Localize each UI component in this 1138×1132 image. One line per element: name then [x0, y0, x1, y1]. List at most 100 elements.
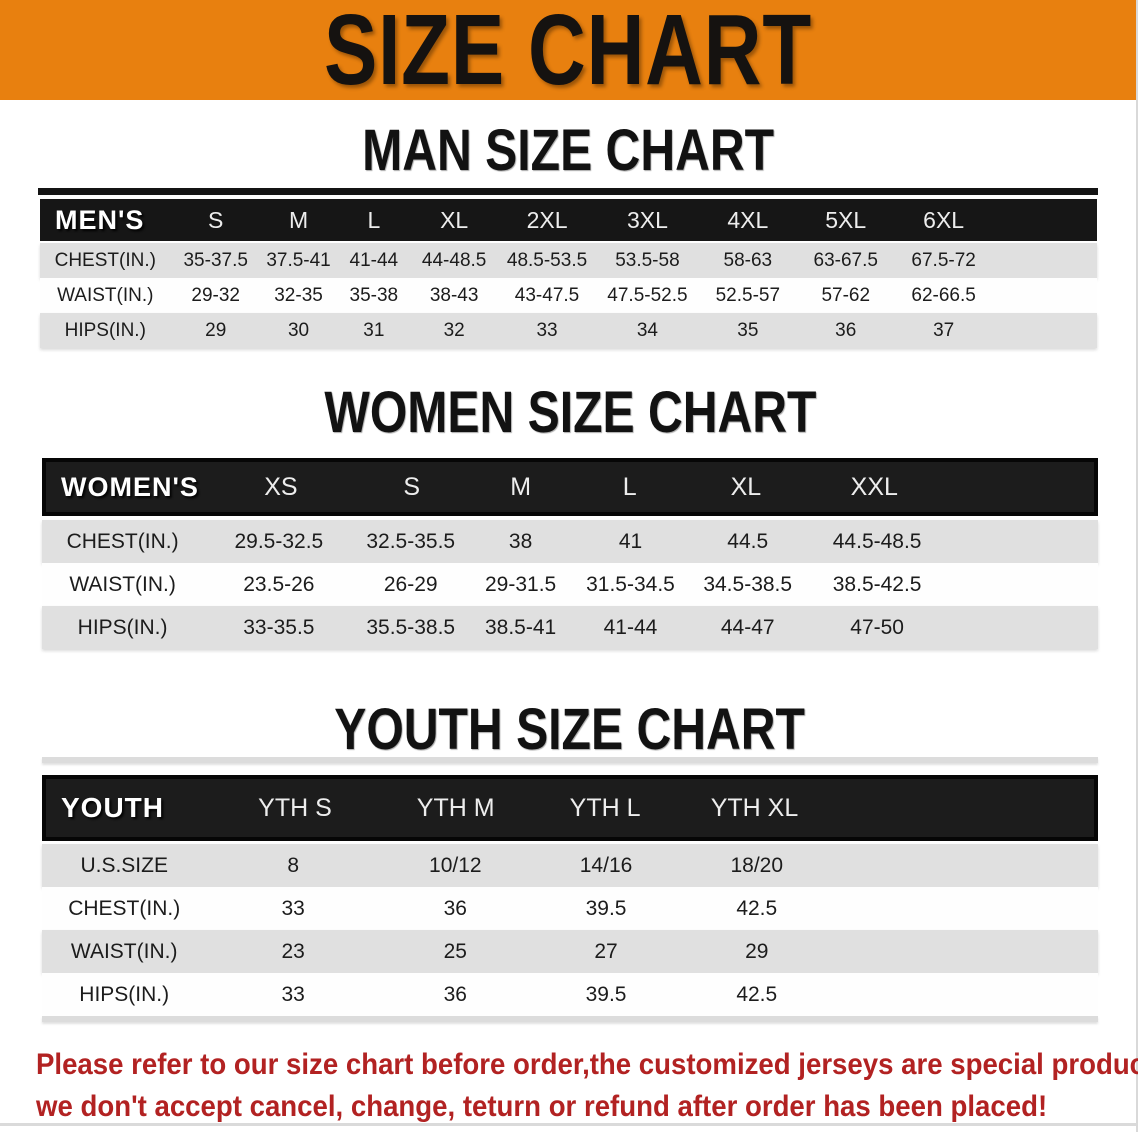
column-header: M [288, 206, 309, 233]
cell-value: 63-67.5 [813, 249, 878, 271]
cell-value: 23 [281, 939, 305, 963]
cell-value: 32.5-35.5 [366, 529, 456, 553]
man-section-title: MAN SIZE CHART [362, 118, 774, 183]
column-header: XS [264, 472, 298, 501]
cell-value: 41-44 [349, 249, 399, 271]
cell-value: 31 [363, 319, 385, 341]
column-header: XL [730, 472, 762, 501]
cell-value: 41 [618, 529, 643, 553]
cell-value: 36 [443, 982, 467, 1006]
table-row: HIPS(IN.) 33-35.5 35.5-38.5 38.5-41 41-44 44-… [42, 606, 1098, 649]
table-row: CHEST(IN.) 29.5-32.5 32.5-35.5 38 41 44.5 44.5… [42, 520, 1098, 563]
cell-value: 14/16 [579, 853, 633, 877]
women-section-title: WOMEN SIZE CHART [323, 380, 817, 445]
table-row: U.S.SIZE 8 10/12 14/16 18/20 [42, 844, 1098, 887]
cell-value: 38.5-41 [484, 615, 557, 639]
cell-value: 38.5-42.5 [832, 572, 922, 596]
row-label: CHEST(IN.) [68, 896, 181, 920]
cell-value: 27 [594, 939, 618, 963]
cell-value: 37.5-41 [266, 249, 331, 271]
cell-value: 42.5 [736, 896, 778, 920]
women-size-table: WOMEN'S XS S M L XL XXL CHEST(IN.) 29.5-32.5 32.5… [42, 458, 1098, 649]
column-header: M [510, 472, 532, 501]
cell-value: 31.5-34.5 [586, 572, 675, 596]
cell-value: 35 [737, 319, 759, 341]
cell-value: 18/20 [730, 853, 784, 877]
table-header-row: MEN'S S M L XL 2XL 3XL 4XL 5XL 6XL [40, 199, 1097, 241]
cell-value: 44.5-48.5 [832, 529, 922, 553]
cell-value: 29-32 [191, 284, 241, 306]
cell-value: 26-29 [383, 572, 438, 596]
column-header: 2XL [526, 206, 568, 233]
table-title-cell: WOMEN'S [61, 471, 199, 502]
youth-section-title: YOUTH SIZE CHART [334, 697, 806, 762]
row-label: HIPS(IN.) [79, 982, 170, 1006]
cell-value: 37 [933, 319, 955, 341]
cell-value: 33 [536, 319, 558, 341]
cell-value: 33 [281, 896, 305, 920]
cell-value: 44.5 [727, 529, 769, 553]
row-label: CHEST(IN.) [54, 249, 156, 271]
table-header-row: YOUTH YTH S YTH M YTH L YTH XL [42, 775, 1098, 841]
youth-size-table: YOUTH YTH S YTH M YTH L YTH XL U.S.SIZE 8 10/12… [42, 775, 1098, 1022]
table-header-row: WOMEN'S XS S M L XL XXL [42, 458, 1098, 516]
cell-value: 39.5 [585, 982, 627, 1006]
row-label: WAIST(IN.) [70, 939, 178, 963]
cell-value: 44-47 [720, 615, 775, 639]
cell-value: 52.5-57 [715, 284, 781, 306]
cell-value: 44-48.5 [421, 249, 487, 271]
cell-value: 33-35.5 [243, 615, 315, 639]
cell-value: 35-38 [349, 284, 399, 306]
women-section-title-wrap: WOMEN SIZE CHART [42, 380, 1098, 445]
column-header: L [367, 206, 381, 233]
cell-value: 25 [443, 939, 467, 963]
cell-value: 41-44 [603, 615, 658, 639]
cell-value: 34 [636, 319, 658, 341]
row-label: HIPS(IN.) [77, 615, 168, 639]
table-row: WAIST(IN.) 23 25 27 29 [42, 930, 1098, 973]
men-table-top-rule [38, 188, 1098, 195]
table-row: CHEST(IN.) 33 36 39.5 42.5 [42, 887, 1098, 930]
men-size-table: MEN'S S M L XL 2XL 3XL 4XL 5XL 6XL CHEST(IN.) 35-37… [40, 199, 1097, 348]
table-row: CHEST(IN.) 35-37.5 37.5-41 41-44 44-48.5 48.5… [40, 243, 1097, 278]
cell-value: 39.5 [585, 896, 627, 920]
cell-value: 33 [281, 982, 305, 1006]
cell-value: 29 [205, 319, 227, 341]
cell-value: 58-63 [723, 249, 773, 271]
disclaimer-text: Please refer to our size chart before or… [0, 1044, 1138, 1128]
cell-value: 53.5-58 [615, 249, 680, 271]
table-row: WAIST(IN.) 23.5-26 26-29 29-31.5 31.5-34.5 34… [42, 563, 1098, 606]
cell-value: 38 [508, 529, 533, 553]
cell-value: 62-66.5 [911, 284, 976, 306]
disclaimer-line-2: we don't accept cancel, change, teturn o… [36, 1090, 1048, 1123]
cell-value: 35.5-38.5 [366, 615, 456, 639]
cell-value: 34.5-38.5 [703, 572, 793, 596]
table-title-cell: MEN'S [55, 204, 145, 235]
cell-value: 36 [443, 896, 467, 920]
column-header: YTH S [258, 793, 332, 822]
cell-value: 35-37.5 [183, 249, 248, 271]
page-bottom-divider [0, 1123, 1136, 1126]
cell-value: 38-43 [429, 284, 479, 306]
column-header: YTH XL [710, 793, 799, 822]
row-label: WAIST(IN.) [57, 284, 154, 306]
column-header: S [403, 472, 421, 501]
column-header: 4XL [727, 206, 769, 233]
cell-value: 10/12 [429, 853, 482, 877]
column-header: 6XL [923, 206, 965, 233]
cell-value: 36 [835, 319, 857, 341]
column-header: YTH L [569, 793, 641, 822]
row-label: U.S.SIZE [80, 853, 168, 877]
table-row: HIPS(IN.) 29 30 31 32 33 34 35 36 37 [40, 313, 1097, 348]
column-header: XL [440, 206, 469, 233]
column-header: 3XL [626, 206, 668, 233]
youth-section-title-wrap: YOUTH SIZE CHART [42, 697, 1098, 762]
cell-value: 57-62 [821, 284, 871, 306]
disclaimer-line-1: Please refer to our size chart before or… [36, 1048, 1138, 1081]
column-header: S [208, 206, 224, 233]
cell-value: 23.5-26 [243, 572, 315, 596]
table-title-cell: YOUTH [61, 792, 164, 823]
cell-value: 47.5-52.5 [607, 284, 688, 306]
cell-value: 43-47.5 [514, 284, 580, 306]
size-chart-banner: SIZE CHART [0, 0, 1136, 100]
